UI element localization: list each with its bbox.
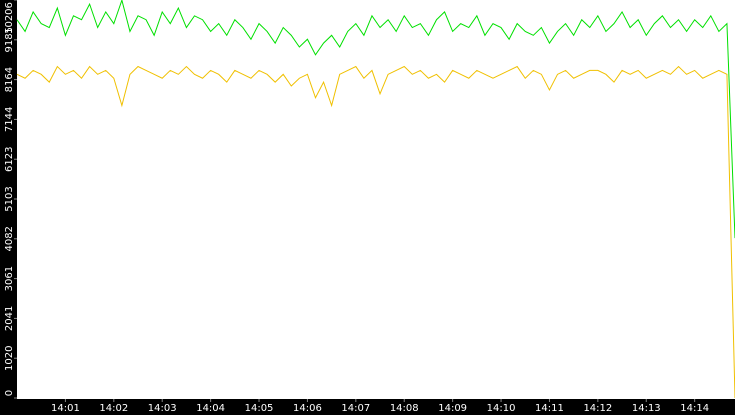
y-tick-label: 0 [4,390,15,396]
x-tick-label: 14:14 [680,403,709,414]
y-axis-strip [0,0,17,415]
x-tick-label: 14:11 [535,403,564,414]
y-tick-label: 7144 [4,107,15,132]
x-tick-label: 14:04 [196,403,225,414]
y-tick-label: 6123 [4,146,15,171]
y-tick-label: 9185 [4,27,15,52]
y-tick-label: 1020 [4,345,15,370]
x-tick-label: 14:05 [245,403,274,414]
x-axis-strip [0,399,735,415]
y-tick-label: 10206 [4,2,15,34]
x-tick-label: 14:13 [632,403,661,414]
x-tick-label: 14:07 [341,403,370,414]
y-tick-label: 2041 [4,306,15,331]
x-tick-label: 14:02 [99,403,128,414]
x-tick-label: 14:09 [438,403,467,414]
x-tick-label: 14:10 [487,403,516,414]
y-tick-label: 8164 [4,67,15,92]
x-tick-label: 14:03 [148,403,177,414]
series-line [16,0,735,239]
y-tick-label: 5103 [4,186,15,211]
x-tick-label: 14:08 [390,403,419,414]
x-tick-label: 14:01 [51,403,80,414]
y-tick-label: 4082 [4,226,15,251]
y-tick-label: 3061 [4,266,15,291]
x-tick-label: 14:12 [583,403,612,414]
series-line [16,65,735,399]
x-tick-label: 14:06 [293,403,322,414]
